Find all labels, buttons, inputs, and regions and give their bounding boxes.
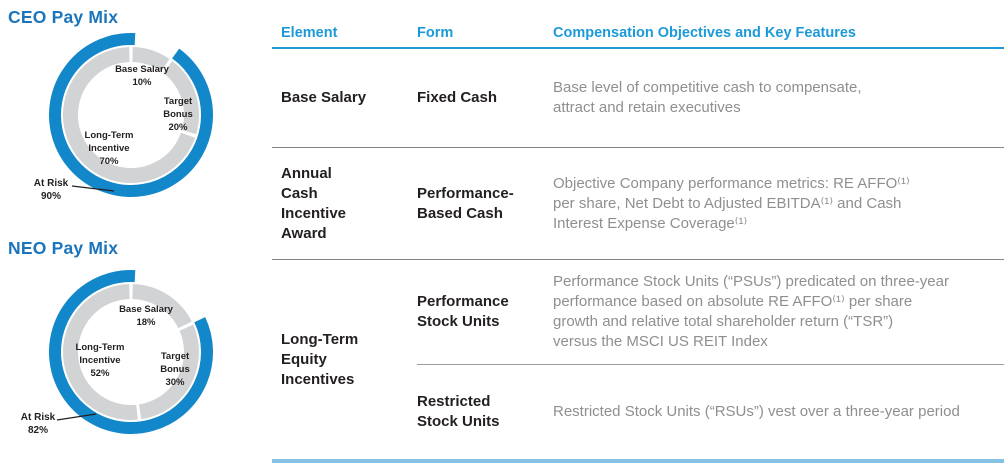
ceo-segment-base-salary bbox=[132, 47, 170, 72]
neo-segment-base-salary bbox=[132, 284, 192, 329]
ceo-at-risk-ring bbox=[49, 33, 213, 197]
neo-label-base-salary: Base Salary 18% bbox=[119, 304, 173, 328]
element-base-salary: Base Salary bbox=[281, 89, 367, 106]
element-long-term-equity-incentives: Long-Term Equity Incentives bbox=[281, 330, 359, 388]
neo-segment-target-bonus bbox=[138, 324, 199, 420]
form-restricted-stock-units: Restricted Stock Units bbox=[417, 393, 500, 430]
header-objectives: Compensation Objectives and Key Features bbox=[553, 25, 856, 41]
table-rowgroup-long-term-equity: Long-Term Equity Incentives Performance … bbox=[272, 260, 1004, 459]
ceo-label-target-bonus: Target Bonus 20% bbox=[163, 96, 193, 133]
neo-label-target-bonus: Target Bonus 30% bbox=[160, 351, 190, 388]
pay-mix-donut-charts bbox=[49, 33, 213, 434]
header-form: Form bbox=[417, 25, 454, 41]
table-row-base-salary: Base Salary Fixed Cash Base level of com… bbox=[272, 49, 1004, 148]
table-bottom-rule bbox=[272, 459, 1004, 463]
element-annual-cash-incentive-award: Annual Cash Incentive Award bbox=[281, 164, 347, 242]
description-base-salary: Base level of competitive cash to compen… bbox=[553, 79, 862, 116]
description-restricted-stock-units: Restricted Stock Units (“RSUs”) vest ove… bbox=[553, 403, 960, 420]
table-subrow-restricted-stock-units: Restricted Stock Units Restricted Stock … bbox=[417, 365, 1004, 459]
ceo-pay-mix-title: CEO Pay Mix bbox=[8, 7, 119, 27]
table-row-annual-cash-incentive: Annual Cash Incentive Award Performance-… bbox=[272, 148, 1004, 260]
neo-at-risk-leader-line bbox=[56, 413, 97, 421]
table-subrow-performance-stock-units: Performance Stock Units Performance Stoc… bbox=[417, 260, 1004, 365]
neo-label-at-risk: At Risk 82% bbox=[20, 412, 56, 436]
neo-pay-mix-title: NEO Pay Mix bbox=[8, 238, 119, 258]
neo-segment-long-term-incentive bbox=[63, 284, 138, 420]
ceo-segment-target-bonus bbox=[163, 61, 199, 135]
form-performance-based-cash: Performance- Based Cash bbox=[417, 184, 514, 222]
ceo-segment-long-term-incentive bbox=[63, 47, 196, 183]
header-element: Element bbox=[281, 25, 338, 41]
form-performance-stock-units: Performance Stock Units bbox=[417, 293, 509, 330]
ceo-label-base-salary: Base Salary 10% bbox=[115, 64, 169, 88]
neo-label-long-term-incentive: Long-Term Incentive 52% bbox=[75, 342, 125, 379]
ceo-at-risk-leader-line bbox=[71, 185, 115, 192]
form-fixed-cash: Fixed Cash bbox=[417, 89, 498, 106]
ceo-label-long-term-incentive: Long-Term Incentive 70% bbox=[84, 130, 134, 167]
compensation-table: Element Form Compensation Objectives and… bbox=[272, 20, 1004, 463]
ceo-label-at-risk: At Risk 90% bbox=[33, 178, 69, 202]
description-annual-cash-incentive: Objective Company performance metrics: R… bbox=[553, 174, 910, 232]
table-header-row: Element Form Compensation Objectives and… bbox=[272, 20, 1004, 49]
description-performance-stock-units: Performance Stock Units (“PSUs”) predica… bbox=[553, 273, 949, 350]
